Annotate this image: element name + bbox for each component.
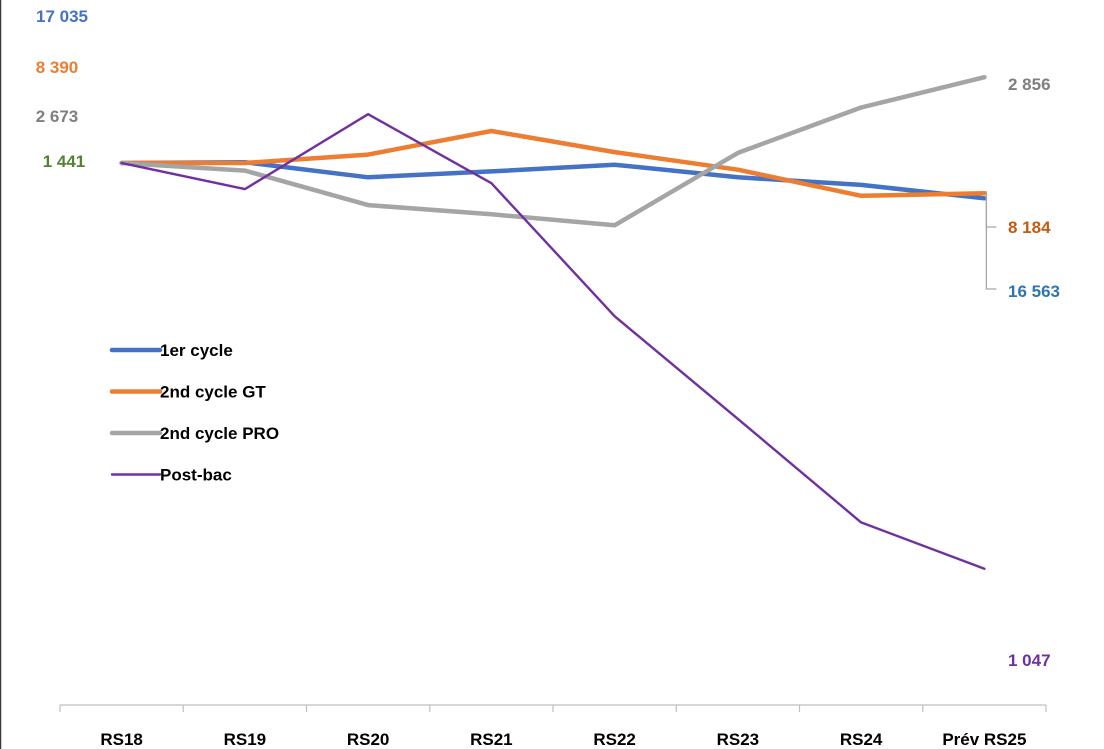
- end-label-post-bac: 1 047: [1008, 651, 1051, 670]
- x-axis-tick-labels: RS18 RS19 RS20 RS21 RS22 RS23 RS24 Prév RS25: [100, 730, 1026, 749]
- series-end-labels: 16 563 8 184 2 856 1 047: [1008, 75, 1060, 670]
- legend-label-2nd-cycle-gt: 2nd cycle GT: [160, 383, 266, 402]
- start-label-1er-cycle: 17 035: [36, 7, 88, 26]
- x-tick-label-pr-v-rs25: Prév RS25: [942, 730, 1026, 749]
- leader-2nd-cycle-gt: [985, 191, 997, 228]
- label-leader-lines: [985, 191, 997, 290]
- x-tick-label-rs20: RS20: [347, 730, 390, 749]
- x-tick-label-rs24: RS24: [840, 730, 883, 749]
- x-tick-label-rs18: RS18: [100, 730, 143, 749]
- series-line-1er-cycle: [119, 159, 987, 201]
- legend-label-2nd-cycle-pro: 2nd cycle PRO: [160, 424, 279, 443]
- start-label-2nd-cycle-pro: 2 673: [36, 107, 79, 126]
- series-line-2nd-cycle-gt: [119, 128, 987, 199]
- end-label-1er-cycle: 16 563: [1008, 282, 1060, 301]
- x-axis-ticks: [59, 705, 1047, 712]
- end-label-2nd-cycle-gt: 8 184: [1008, 218, 1051, 237]
- x-tick-label-rs23: RS23: [717, 730, 760, 749]
- series-start-labels: 17 035 8 390 2 673 1 441: [36, 7, 88, 171]
- series-line-2nd-cycle-pro: [119, 74, 987, 228]
- x-tick-label-rs21: RS21: [470, 730, 513, 749]
- start-label-post-bac: 1 441: [43, 152, 86, 171]
- series-lines: [119, 74, 987, 570]
- end-label-2nd-cycle-pro: 2 856: [1008, 75, 1051, 94]
- x-tick-label-rs19: RS19: [224, 730, 267, 749]
- legend-label-1er-cycle: 1er cycle: [160, 341, 233, 360]
- leader-1er-cycle: [985, 200, 997, 290]
- legend-label-post-bac: Post-bac: [160, 466, 232, 485]
- x-tick-label-rs22: RS22: [593, 730, 636, 749]
- start-label-2nd-cycle-gt: 8 390: [36, 58, 79, 77]
- legend: 1er cycle 2nd cycle GT 2nd cycle PRO Post-b…: [109, 341, 279, 485]
- series-line-post-bac: [120, 112, 986, 570]
